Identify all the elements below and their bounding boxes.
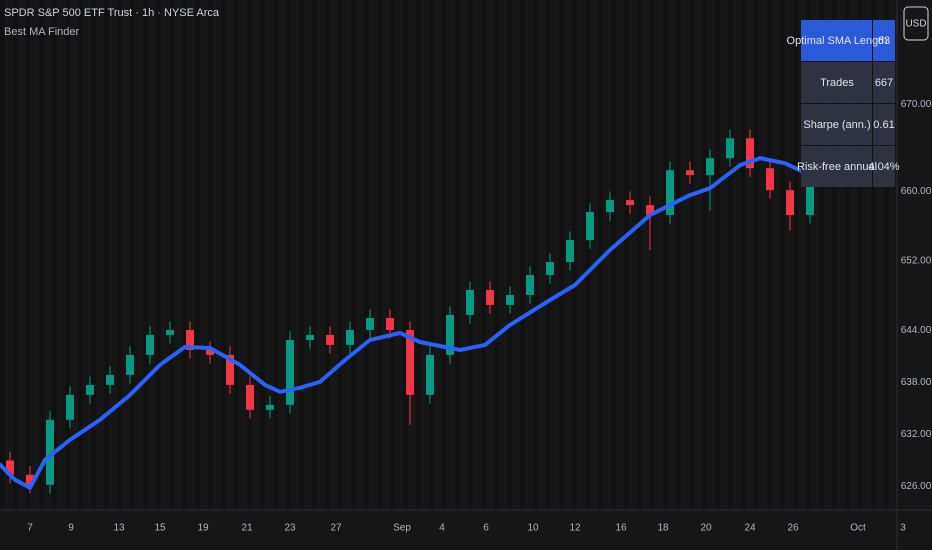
y-tick-label: 632.00 (901, 429, 932, 440)
candle-body (686, 170, 694, 176)
candle-body (546, 262, 554, 276)
x-tick-label: 10 (527, 523, 539, 534)
candle-body (206, 349, 214, 355)
table-value: 4.04% (868, 161, 899, 173)
candle-body (766, 168, 774, 191)
x-tick-label: 12 (569, 523, 581, 534)
candle-body (806, 180, 814, 216)
candle-body (426, 354, 434, 395)
candle-body (186, 329, 194, 350)
candle-body (566, 240, 574, 263)
y-tick-label: 626.00 (901, 481, 932, 492)
y-tick-label: 652.00 (901, 255, 932, 266)
candle-body (126, 354, 134, 375)
x-tick-label: 21 (241, 523, 253, 534)
table-cell (873, 104, 895, 145)
y-tick-label: 660.00 (901, 186, 932, 197)
candle-body (606, 200, 614, 213)
candle-body (286, 339, 294, 405)
candle-body (266, 404, 274, 410)
candle-body (6, 460, 14, 475)
table-value: 63 (878, 35, 890, 47)
candle-body (446, 314, 454, 355)
x-tick-label: 20 (700, 523, 712, 534)
session-bands (0, 0, 897, 510)
candle-body (746, 138, 754, 169)
candle-body (626, 200, 634, 206)
candle-body (86, 384, 94, 395)
x-tick-label: 7 (27, 523, 33, 534)
candle-body (366, 317, 374, 330)
candle-body (486, 290, 494, 305)
table-value: 667 (875, 77, 893, 89)
table-label: Optimal SMA Length (787, 35, 888, 47)
candle-body (326, 334, 334, 345)
y-tick-label: 644.00 (901, 325, 932, 336)
x-tick-label: 15 (154, 523, 166, 534)
candle-body (706, 158, 714, 176)
candle-body (666, 170, 674, 216)
x-tick-label: 23 (284, 523, 296, 534)
table-cell (801, 146, 872, 187)
x-tick-label: 19 (197, 523, 209, 534)
x-tick-label: 3 (900, 523, 906, 534)
x-tick-label: 24 (744, 523, 756, 534)
x-tick-label: 16 (615, 523, 627, 534)
candle-body (26, 474, 34, 485)
table-cell (801, 104, 872, 145)
candle-body (646, 205, 654, 216)
x-tick-label: Sep (393, 523, 411, 534)
table-cell (873, 62, 895, 103)
candle-body (466, 290, 474, 315)
candle-body (506, 294, 514, 305)
x-tick-label: 6 (483, 523, 489, 534)
y-tick-label: 638.00 (901, 377, 932, 388)
candle-body (526, 275, 534, 295)
currency-button[interactable] (903, 6, 929, 41)
x-tick-label: 27 (330, 523, 342, 534)
candle-body (226, 354, 234, 385)
table-cell (801, 20, 872, 61)
table-label: Trades (820, 77, 854, 89)
candle-body (306, 334, 314, 340)
table-label: Risk-free annual (797, 161, 877, 173)
candle-body (786, 190, 794, 216)
symbol-title: SPDR S&P 500 ETF Trust · 1h · NYSE Arca (4, 7, 220, 19)
candle-body (346, 329, 354, 345)
x-tick-label: 4 (439, 523, 445, 534)
table-cell (873, 20, 895, 61)
x-tick-label: 18 (657, 523, 669, 534)
candle-body (166, 329, 174, 335)
x-tick-label: Oct (850, 523, 866, 534)
y-tick-label: 670.00 (901, 99, 932, 110)
candle-body (146, 334, 154, 355)
candle-body (386, 317, 394, 330)
candle-body (66, 394, 74, 420)
candle-body (246, 384, 254, 410)
sma-line (0, 156, 812, 490)
x-tick-label: 26 (787, 523, 799, 534)
candle-body (586, 212, 594, 241)
x-tick-label: 9 (68, 523, 74, 534)
table-cell (801, 62, 872, 103)
x-tick-label: 13 (113, 523, 125, 534)
indicator-name: Best MA Finder (4, 26, 80, 38)
table-value: 0.61 (873, 119, 894, 131)
table-cell (873, 146, 895, 187)
table-label: Sharpe (ann.) (803, 119, 870, 131)
candle-body (106, 374, 114, 385)
candle-body (46, 419, 54, 485)
currency-label: USD (905, 19, 926, 30)
candle-body (406, 329, 414, 395)
candle-body (726, 138, 734, 159)
plot (0, 129, 814, 494)
